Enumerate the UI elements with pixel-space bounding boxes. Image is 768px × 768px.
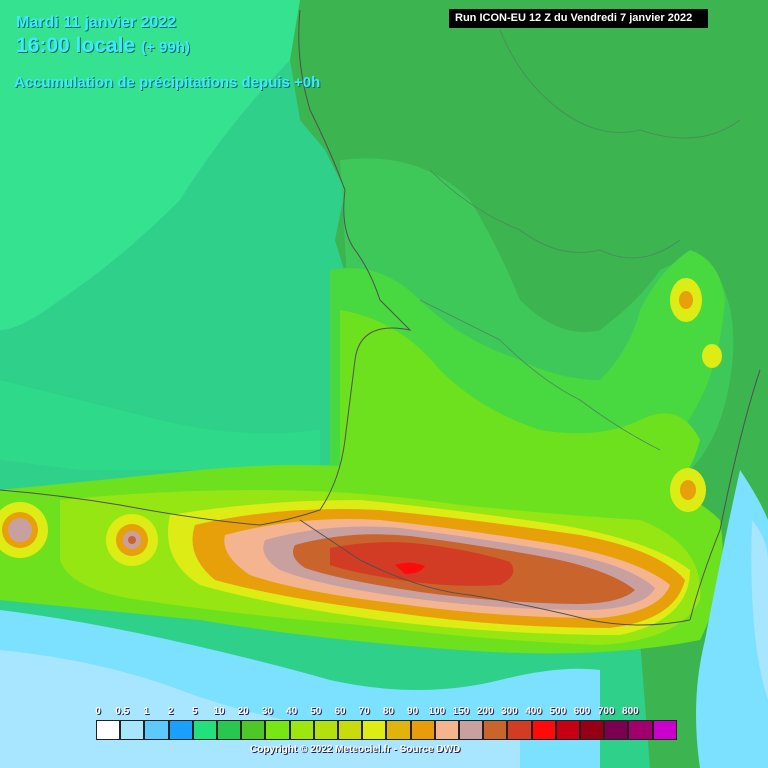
pyrenees-border [299, 519, 691, 626]
internal-border-3 [499, 29, 741, 139]
band-400-peak [395, 562, 425, 574]
forecast-time-text: 16:00 locale [16, 34, 136, 57]
cell-west-1-inner [8, 518, 32, 542]
legend-swatch [580, 720, 605, 740]
legend-swatch [652, 720, 677, 740]
sea-light-patch [0, 0, 300, 330]
copyright: Copyright © 2022 Meteociel.fr - Source D… [250, 744, 461, 755]
color-legend: 0 0.5 1 2 5 10 20 30 40 50 60 70 80 90 100 150 200 300 400… [95, 706, 677, 744]
product-title: Accumulation de précipitations depuis +0… [14, 74, 321, 91]
legend-label: 300 [501, 706, 518, 717]
legend-label: 80 [382, 706, 394, 717]
legend-label: 40 [286, 706, 298, 717]
cell-east-2-core [679, 291, 693, 309]
legend-swatch [459, 720, 484, 740]
legend-swatch [168, 720, 193, 740]
legend-swatch [313, 720, 338, 740]
east-border [689, 369, 761, 621]
internal-border-2 [419, 299, 661, 451]
legend-label: 0 [95, 706, 101, 717]
legend-label: 800 [622, 706, 639, 717]
legend-label: 90 [407, 706, 419, 717]
cell-west-2-core [128, 536, 136, 544]
legend-label: 2 [167, 706, 174, 717]
cell-east-1-core [680, 480, 696, 500]
forecast-date: Mardi 11 janvier 2022 [16, 14, 177, 31]
legend-label: 600 [573, 706, 591, 717]
legend-swatch [628, 720, 653, 740]
forecast-offset: (+ 99h) [141, 39, 190, 56]
legend-swatch [144, 720, 169, 740]
legend-label: 70 [358, 706, 370, 717]
legend-swatch [120, 720, 145, 740]
legend-label: 30 [261, 706, 273, 717]
legend-label: 200 [476, 706, 494, 717]
legend-label: 50 [310, 706, 322, 717]
legend-swatch [531, 720, 556, 740]
legend-swatch [289, 720, 314, 740]
low-precip-east-2 [751, 520, 768, 700]
cell-east-3 [702, 344, 722, 368]
low-precip-east [696, 470, 768, 768]
legend-swatch [434, 720, 459, 740]
legend-label: 5 [192, 706, 198, 717]
legend-swatch [192, 720, 217, 740]
legend-swatch [217, 720, 242, 740]
coastline [0, 9, 412, 526]
legend-label: 150 [452, 706, 470, 717]
legend-swatch [410, 720, 435, 740]
legend-swatch [386, 720, 411, 740]
legend-swatch [483, 720, 508, 740]
legend-swatch [362, 720, 387, 740]
legend-swatch [338, 720, 363, 740]
legend-swatch [604, 720, 629, 740]
legend-label: 1 [143, 706, 150, 717]
band-30-area [340, 310, 700, 510]
legend-swatch [241, 720, 266, 740]
legend-label: 0.5 [115, 706, 130, 717]
legend-label: 400 [525, 706, 542, 717]
sea-light-patch-2 [0, 380, 320, 470]
internal-border-1 [429, 169, 681, 259]
legend-swatch [507, 720, 532, 740]
legend-label: 500 [549, 706, 567, 717]
legend-swatch [96, 720, 121, 740]
legend-label: 20 [237, 706, 249, 717]
legend-label: 700 [597, 706, 615, 717]
legend-label: 60 [334, 706, 346, 717]
run-info: Run ICON-EU 12 Z du Vendredi 7 janvier 2… [449, 9, 708, 28]
legend-swatch [265, 720, 290, 740]
forecast-time: 16:00 locale (+ 99h) [16, 34, 190, 58]
legend-swatch [555, 720, 580, 740]
band-300-core [330, 542, 514, 586]
legend-label: 10 [213, 706, 225, 717]
legend-label: 100 [428, 706, 446, 717]
